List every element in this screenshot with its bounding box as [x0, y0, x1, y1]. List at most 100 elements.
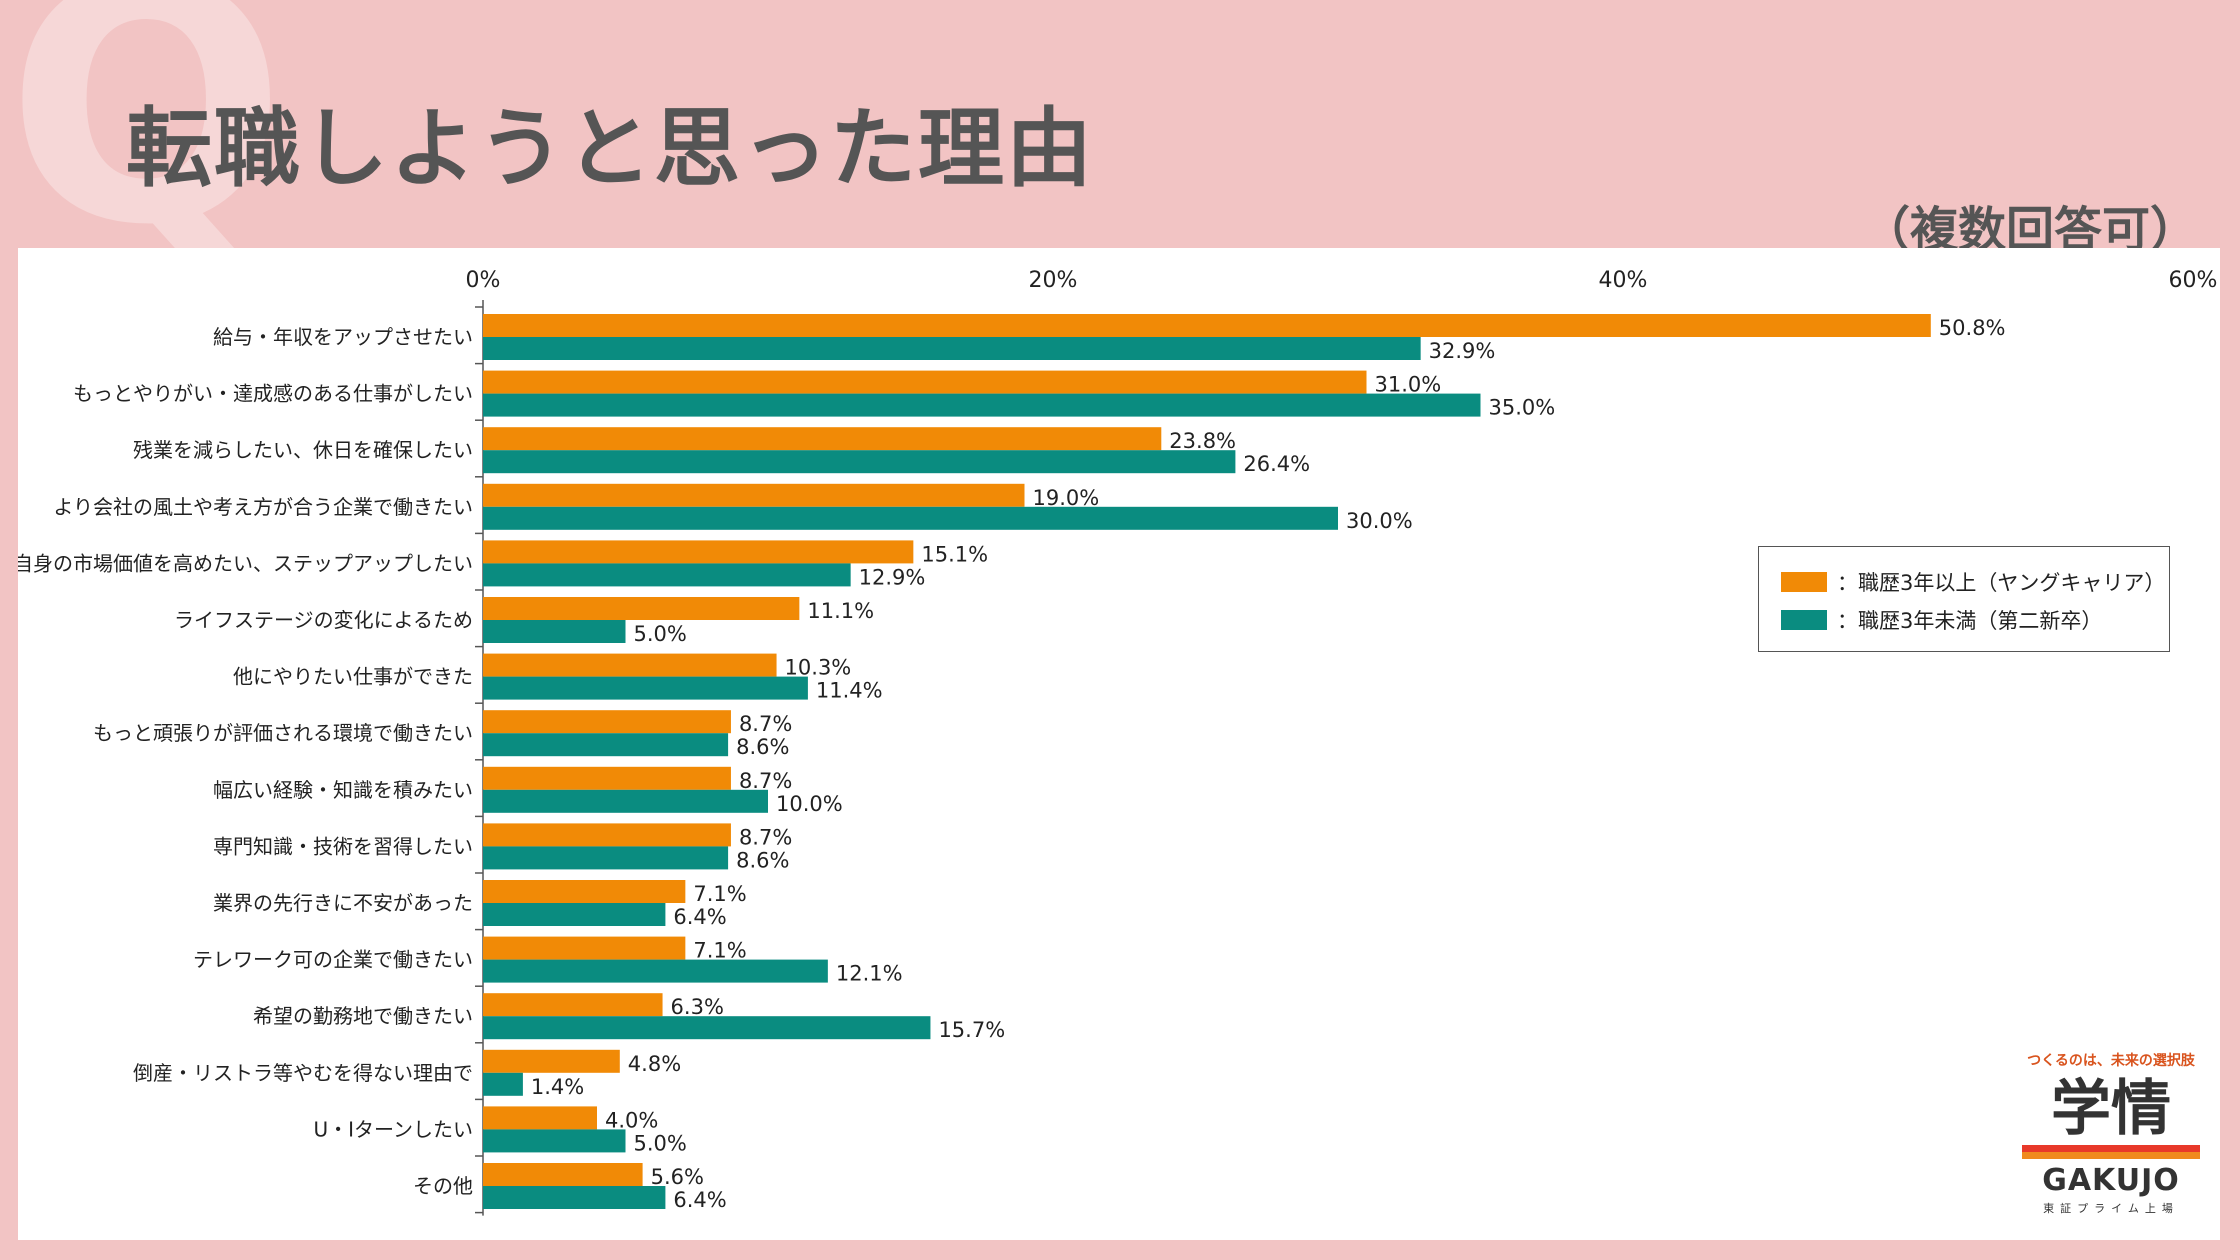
- bar-young-career: [483, 1106, 597, 1130]
- data-label: 35.0%: [1489, 396, 1556, 420]
- data-label: 8.6%: [736, 848, 789, 872]
- data-label: 15.1%: [921, 542, 988, 566]
- page-title: 転職しようと思った理由: [126, 99, 1094, 199]
- bar-second-new-grad: [483, 846, 729, 870]
- data-label: 6.4%: [673, 905, 726, 929]
- category-label: もっと頑張りが評価される環境で働きたい: [93, 721, 473, 745]
- category-label: U・Iターンしたい: [313, 1117, 473, 1141]
- data-label: 8.7%: [739, 712, 792, 736]
- q-watermark: Q: [6, 0, 287, 297]
- data-label: 5.6%: [651, 1165, 704, 1189]
- data-label: 23.8%: [1169, 429, 1236, 453]
- data-label: 7.1%: [693, 882, 746, 906]
- data-label: 12.1%: [836, 962, 903, 986]
- bar-young-career: [483, 653, 777, 677]
- bar-second-new-grad: [483, 1016, 931, 1040]
- brand-name: GAKUJO: [2042, 1163, 2180, 1198]
- bar-young-career: [483, 597, 800, 620]
- data-label: 15.7%: [938, 1018, 1005, 1042]
- data-label: 12.9%: [859, 565, 926, 589]
- bar-young-career: [483, 880, 686, 903]
- data-label: 10.0%: [776, 792, 843, 816]
- category-label: 給与・年収をアップさせたい: [213, 325, 473, 349]
- category-label: 幅広い経験・知識を積みたい: [213, 778, 473, 802]
- data-label: 4.8%: [628, 1052, 681, 1076]
- category-label: もっとやりがい・達成感のある仕事がしたい: [73, 382, 473, 406]
- data-label: 26.4%: [1243, 452, 1310, 476]
- bar-second-new-grad: [483, 450, 1236, 474]
- category-label: ライフステージの変化によるため: [174, 608, 473, 632]
- bar-second-new-grad: [483, 393, 1481, 417]
- bar-second-new-grad: [483, 1129, 626, 1153]
- data-label: 8.6%: [736, 735, 789, 759]
- bar-young-career: [483, 427, 1162, 451]
- bar-young-career: [483, 1049, 620, 1073]
- chart-legend: ：職歴3年以上（ヤングキャリア） ：職歴3年未満（第二新卒）: [1758, 546, 2170, 652]
- legend-item-young-career: ：職歴3年以上（ヤングキャリア）: [1781, 567, 2165, 597]
- bar-second-new-grad: [483, 506, 1338, 530]
- bar-young-career: [483, 370, 1367, 394]
- bar-young-career: [483, 993, 663, 1017]
- category-label: その他: [413, 1174, 473, 1198]
- legend-swatch-teal: [1781, 610, 1827, 630]
- bar-young-career: [483, 483, 1025, 507]
- bar-young-career: [483, 710, 731, 734]
- data-label: 11.1%: [807, 599, 874, 623]
- category-label: 自身の市場価値を高めたい、ステップアップしたい: [18, 551, 473, 575]
- data-label: 1.4%: [531, 1075, 584, 1099]
- bar-second-new-grad: [483, 959, 828, 983]
- category-label: テレワーク可の企業で働きたい: [193, 948, 473, 972]
- category-label: 希望の勤務地で働きたい: [253, 1004, 473, 1028]
- category-label: 倒産・リストラ等やむを得ない理由で: [133, 1061, 473, 1085]
- brand-logo-text: 学情: [2051, 1074, 2171, 1144]
- chart-panel: 0% 20% 40% 60% 給与・年収をアップさせたい 50.8% 32.9% もっとやりが…: [18, 248, 2220, 1240]
- brand-listing: 東証プライム上場: [2043, 1202, 2179, 1215]
- legend-label-young-career: ：職歴3年以上（ヤングキャリア）: [1837, 571, 2166, 595]
- legend-label-second-new-grad: ：職歴3年未満（第二新卒）: [1837, 609, 2103, 633]
- bar-young-career: [483, 766, 731, 790]
- data-label: 6.3%: [671, 995, 724, 1019]
- brand-color-bar: [2022, 1145, 2200, 1159]
- x-tick-label: 60%: [2169, 268, 2218, 293]
- bar-second-new-grad: [483, 789, 768, 813]
- data-label: 8.7%: [739, 769, 792, 793]
- data-label: 32.9%: [1429, 339, 1496, 363]
- bar-young-career: [483, 540, 914, 564]
- bar-young-career: [483, 936, 686, 960]
- data-label: 11.4%: [816, 679, 883, 703]
- bar-chart: 0% 20% 40% 60% 給与・年収をアップさせたい 50.8% 32.9% もっとやりが…: [18, 268, 2218, 1216]
- category-label: より会社の風土や考え方が合う企業で働きたい: [53, 495, 473, 519]
- gakujo-logo: つくるのは、未来の選択肢 学情 GAKUJO 東証プライム上場: [2022, 1050, 2200, 1216]
- bar-second-new-grad: [483, 337, 1421, 360]
- bar-young-career: [483, 823, 731, 847]
- data-label: 4.0%: [605, 1108, 658, 1132]
- bar-second-new-grad: [483, 676, 808, 700]
- data-label: 10.3%: [785, 656, 852, 680]
- data-label: 6.4%: [673, 1188, 726, 1212]
- legend-item-second-new-grad: ：職歴3年未満（第二新卒）: [1781, 605, 2102, 635]
- bar-second-new-grad: [483, 1186, 666, 1209]
- x-tick-label: 40%: [1599, 268, 1648, 293]
- x-tick-label: 20%: [1029, 268, 1078, 293]
- data-label: 8.7%: [739, 825, 792, 849]
- bar-young-career: [483, 314, 1931, 337]
- data-label: 31.0%: [1375, 373, 1442, 397]
- data-label: 50.8%: [1939, 316, 2006, 340]
- category-label: 専門知識・技術を習得したい: [213, 834, 473, 858]
- bar-second-new-grad: [483, 563, 851, 587]
- data-label: 5.0%: [634, 1131, 687, 1155]
- bar-second-new-grad: [483, 903, 666, 926]
- category-label: 業界の先行きに不安があった: [213, 891, 473, 915]
- bar-second-new-grad: [483, 1072, 523, 1096]
- brand-tagline: つくるのは、未来の選択肢: [2027, 1053, 2195, 1069]
- data-label: 5.0%: [634, 622, 687, 646]
- bar-second-new-grad: [483, 733, 729, 757]
- data-label: 19.0%: [1033, 486, 1100, 510]
- category-label: 他にやりたい仕事ができた: [233, 665, 473, 689]
- x-tick-label: 0%: [466, 268, 501, 293]
- category-label: 残業を減らしたい、休日を確保したい: [133, 438, 473, 462]
- bar-young-career: [483, 1163, 643, 1186]
- data-label: 30.0%: [1346, 509, 1413, 533]
- data-label: 7.1%: [693, 939, 746, 963]
- legend-swatch-orange: [1781, 572, 1827, 592]
